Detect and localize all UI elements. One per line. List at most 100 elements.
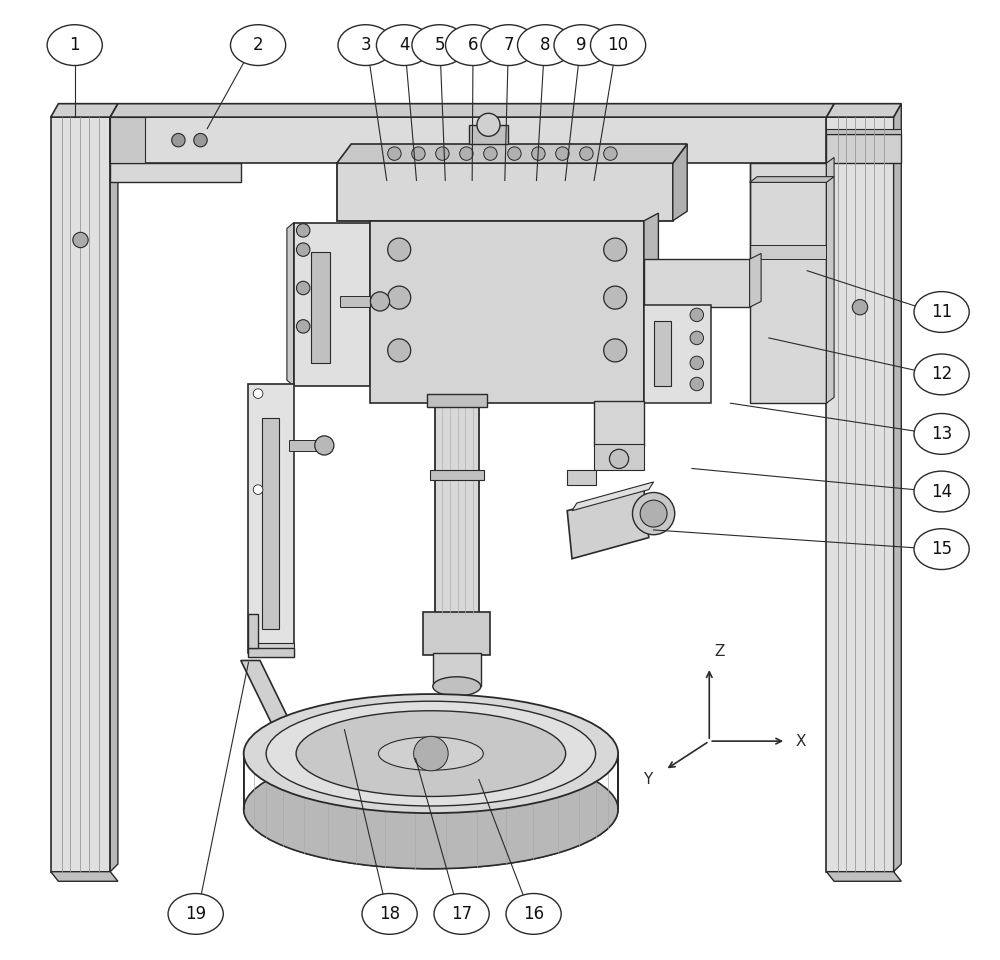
Polygon shape [750,245,826,259]
Ellipse shape [481,25,536,65]
Text: X: X [796,733,806,749]
Polygon shape [337,163,673,221]
Text: 7: 7 [503,36,514,54]
Text: 14: 14 [931,483,952,500]
Polygon shape [594,401,644,446]
Polygon shape [337,144,687,163]
Circle shape [388,238,411,261]
Circle shape [253,389,263,398]
Text: 4: 4 [399,36,409,54]
Circle shape [296,243,310,256]
Circle shape [604,147,617,160]
Circle shape [477,113,500,136]
Circle shape [604,286,627,309]
Ellipse shape [244,694,618,813]
Text: 16: 16 [523,905,544,923]
Polygon shape [673,144,687,221]
Text: 12: 12 [931,366,952,383]
Polygon shape [294,223,370,386]
Polygon shape [289,440,318,451]
Polygon shape [370,221,644,403]
Text: 3: 3 [360,36,371,54]
Circle shape [532,147,545,160]
Polygon shape [51,117,110,872]
Polygon shape [423,612,490,655]
Circle shape [852,300,868,315]
Ellipse shape [266,701,596,806]
Polygon shape [826,129,901,134]
Polygon shape [248,643,294,657]
Text: 1: 1 [69,36,80,54]
Polygon shape [826,117,894,872]
Circle shape [370,292,390,311]
Polygon shape [250,756,404,768]
Circle shape [508,147,521,160]
Ellipse shape [338,25,393,65]
Text: Z: Z [714,643,724,659]
Circle shape [412,147,425,160]
Ellipse shape [914,354,969,395]
Circle shape [388,147,401,160]
Polygon shape [110,104,834,117]
Polygon shape [110,117,826,163]
Polygon shape [826,134,901,163]
Text: 10: 10 [608,36,629,54]
Circle shape [414,736,448,771]
Polygon shape [51,104,118,117]
Polygon shape [644,305,711,403]
Text: 17: 17 [451,905,472,923]
Polygon shape [433,653,481,686]
Ellipse shape [506,894,561,934]
Polygon shape [894,104,901,872]
Circle shape [388,339,411,362]
Text: 15: 15 [931,540,952,558]
Text: 11: 11 [931,303,952,321]
Ellipse shape [378,737,483,770]
Circle shape [194,133,207,147]
Circle shape [460,147,473,160]
Text: 13: 13 [931,425,952,443]
Polygon shape [248,384,294,653]
Circle shape [436,147,449,160]
Ellipse shape [47,25,102,65]
Ellipse shape [230,25,286,65]
Polygon shape [567,490,649,559]
Circle shape [296,224,310,237]
Circle shape [296,320,310,333]
Circle shape [315,436,334,455]
Text: 5: 5 [434,36,445,54]
Circle shape [73,232,88,248]
Polygon shape [567,470,596,485]
Ellipse shape [244,750,618,869]
Polygon shape [826,157,834,403]
Polygon shape [826,104,901,117]
Ellipse shape [914,414,969,454]
Circle shape [632,492,675,535]
Polygon shape [244,754,618,869]
Bar [311,252,330,363]
Ellipse shape [362,894,417,934]
Ellipse shape [412,25,467,65]
Circle shape [609,449,629,468]
Ellipse shape [376,25,432,65]
Polygon shape [644,213,658,403]
Circle shape [640,500,667,527]
Polygon shape [644,259,750,307]
Text: 19: 19 [185,905,206,923]
Polygon shape [572,482,654,511]
Ellipse shape [434,894,489,934]
Ellipse shape [296,710,566,797]
Circle shape [296,281,310,295]
Polygon shape [250,743,404,756]
Polygon shape [435,403,479,614]
Ellipse shape [914,292,969,332]
Circle shape [690,377,704,391]
Polygon shape [594,444,644,470]
Polygon shape [248,614,258,648]
Circle shape [484,147,497,160]
Ellipse shape [914,471,969,512]
Circle shape [580,147,593,160]
Polygon shape [110,163,241,182]
Circle shape [253,485,263,494]
Polygon shape [340,296,370,307]
